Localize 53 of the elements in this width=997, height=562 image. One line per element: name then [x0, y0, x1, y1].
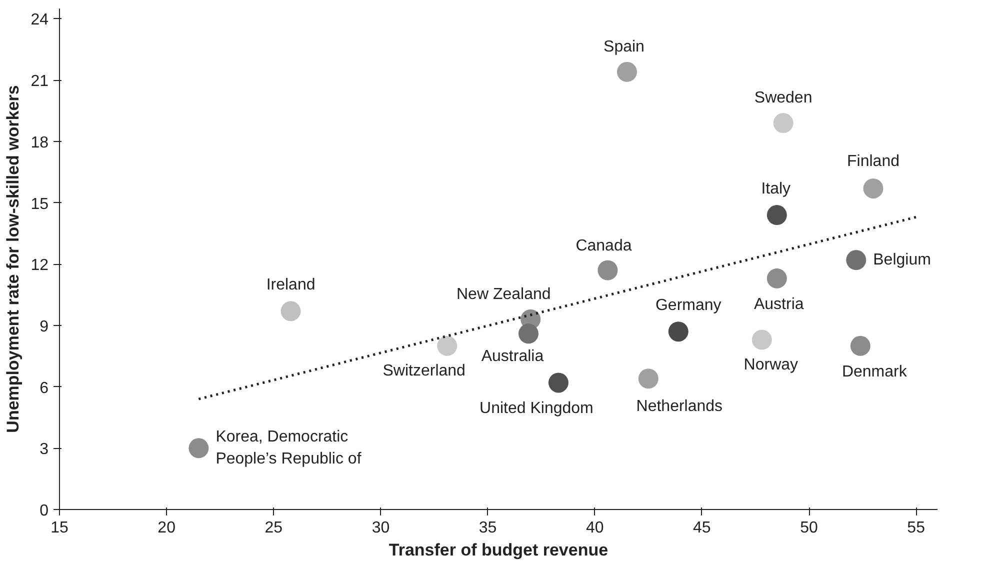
y-tick-label: 21: [30, 73, 49, 90]
annotation: Norway: [744, 356, 798, 374]
annotation: Canada: [576, 238, 632, 255]
point: [638, 368, 658, 389]
annotation: Austria: [754, 296, 804, 313]
x-tick-label: 15: [50, 520, 68, 536]
annotation: Switzerland: [382, 362, 466, 380]
point: [598, 260, 618, 280]
x-tick-label: 30: [372, 520, 390, 536]
annotation: Denmark: [842, 363, 908, 380]
annotation: Germany: [655, 297, 722, 314]
point: [188, 438, 209, 458]
annotation: United Kingdom: [480, 400, 594, 418]
y-tick-label: 24: [30, 12, 49, 29]
point: [752, 330, 772, 350]
y-tick-label: 12: [30, 257, 49, 274]
annotation: Korea, Democratic People’s Republic of: [216, 428, 362, 468]
x-tick-label: 25: [264, 520, 283, 536]
y-axis-title: Unemployment rate for low-skilled workers: [4, 85, 23, 433]
x-tick-label: 40: [586, 520, 604, 536]
y-tick-label: 9: [40, 318, 49, 336]
x-tick-label: 45: [693, 520, 711, 536]
x-tick-label: 55: [907, 520, 926, 536]
annotation: Italy: [761, 180, 791, 198]
y-tick-label: 3: [40, 441, 49, 458]
point: [437, 336, 458, 356]
annotation: Spain: [604, 38, 644, 56]
annotation: Ireland: [266, 276, 316, 294]
y-tick-label: 0: [40, 502, 49, 520]
point: [518, 324, 538, 344]
x-axis-title: Transfer of budget revenue: [388, 540, 608, 560]
annotation: Australia: [481, 348, 544, 366]
point: [773, 113, 794, 133]
point: [766, 268, 787, 288]
x-tick-label: 35: [478, 520, 497, 536]
point: [846, 250, 866, 270]
x-tick-label: 20: [158, 520, 176, 536]
point: [280, 301, 301, 322]
point: [863, 178, 884, 198]
annotation: Sweden: [754, 90, 812, 107]
y-tick-label: 18: [30, 134, 49, 152]
point: [766, 205, 787, 226]
annotation: New Zealand: [456, 286, 551, 303]
annotation: Finland: [847, 152, 900, 170]
y-tick-label: 6: [40, 380, 49, 397]
annotation: Belgium: [873, 252, 931, 269]
point: [850, 336, 870, 356]
point: [616, 62, 637, 82]
point: [548, 372, 568, 393]
x-tick-label: 50: [800, 520, 818, 536]
annotation: Netherlands: [636, 398, 723, 416]
y-tick-label: 15: [30, 196, 49, 213]
point: [668, 322, 688, 342]
